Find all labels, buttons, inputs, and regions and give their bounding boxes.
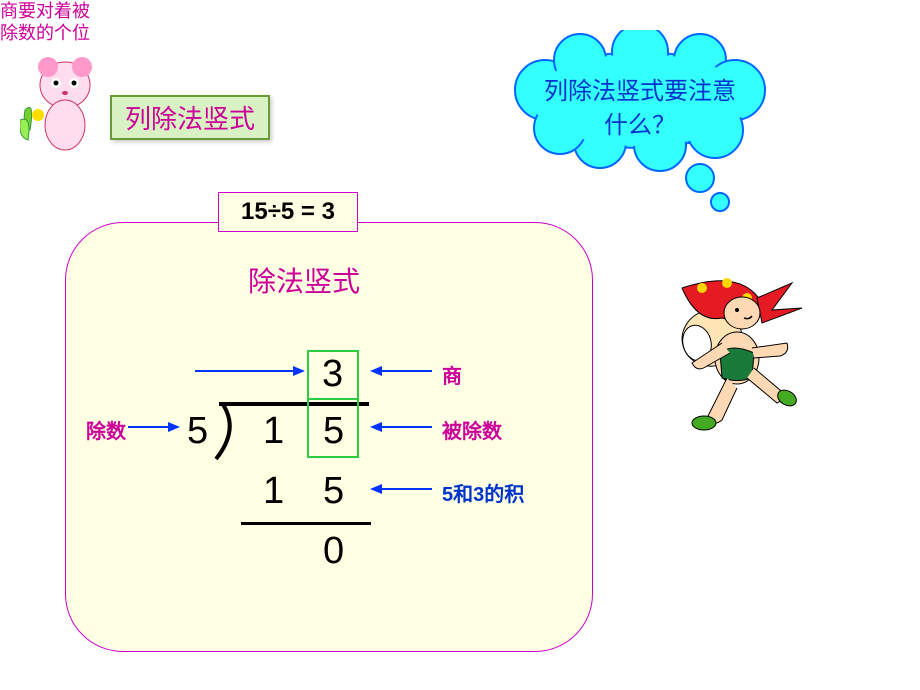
running-character xyxy=(652,248,822,448)
equation-text: 15÷5 = 3 xyxy=(241,198,335,226)
cloud-text: 列除法竖式要注意什么？ xyxy=(540,75,740,143)
title-text: 列除法竖式 xyxy=(125,99,255,136)
arrow-divisor xyxy=(128,420,180,434)
divisor-digit: 5 xyxy=(187,410,208,453)
product-label: 5和3的积 xyxy=(442,478,524,507)
product-tens: 1 xyxy=(263,470,284,513)
dividend-ones-highlight-box xyxy=(307,400,359,458)
arrow-dividend xyxy=(370,420,432,434)
title-box: 列除法竖式 xyxy=(110,95,270,140)
quotient-label: 商 xyxy=(442,360,462,389)
panda-mascot xyxy=(20,45,110,165)
arrow-note-to-quotient xyxy=(195,364,305,378)
dividend-tens: 1 xyxy=(263,410,284,453)
arrow-product xyxy=(370,482,432,496)
divisor-label: 除数 xyxy=(86,415,126,444)
division-bar-bottom xyxy=(241,522,371,525)
dividend-label: 被除数 xyxy=(442,415,502,444)
remainder-digit: 0 xyxy=(323,530,344,573)
subtitle: 除法竖式 xyxy=(248,260,360,300)
product-ones: 5 xyxy=(323,470,344,513)
quotient-highlight-box xyxy=(307,350,359,400)
arrow-quotient xyxy=(370,364,432,378)
division-curve xyxy=(210,401,260,461)
equation-box: 15÷5 = 3 xyxy=(218,192,358,232)
